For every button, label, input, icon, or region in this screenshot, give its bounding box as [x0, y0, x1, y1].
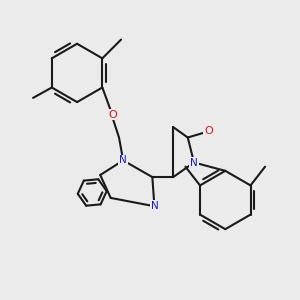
Text: N: N	[119, 155, 127, 165]
Text: O: O	[108, 110, 117, 120]
Text: N: N	[190, 158, 198, 167]
Text: O: O	[204, 126, 213, 136]
Text: N: N	[151, 201, 158, 211]
